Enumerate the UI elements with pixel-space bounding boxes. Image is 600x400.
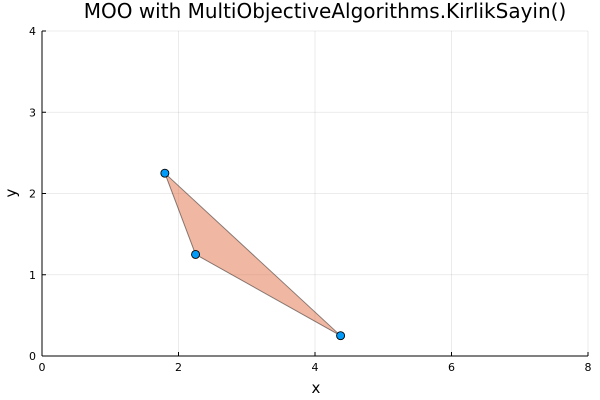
y-tick-label: 2 [29, 188, 36, 201]
x-tick-label: 0 [39, 361, 46, 374]
data-points [160, 168, 346, 341]
grid-lines [41, 30, 589, 357]
data-point [336, 331, 346, 341]
region-polygon [164, 172, 341, 337]
y-tick-label: 3 [29, 106, 36, 119]
feasible-region [164, 172, 341, 337]
x-tick-label: 6 [448, 361, 455, 374]
y-axis-label: y [2, 188, 20, 197]
y-tick-label: 1 [29, 269, 36, 282]
x-tick-label: 2 [175, 361, 182, 374]
y-tick-label: 0 [29, 350, 36, 363]
x-tick-label: 4 [312, 361, 319, 374]
tick-labels: 0 2 4 6 8 0 1 2 3 4 [29, 25, 592, 374]
data-point [160, 168, 170, 178]
chart-title: MOO with MultiObjectiveAlgorithms.Kirlik… [84, 0, 567, 23]
axes [41, 30, 589, 357]
x-tick-label: 8 [585, 361, 592, 374]
x-axis-label: x [312, 379, 321, 397]
y-tick-label: 4 [29, 25, 36, 38]
data-point [191, 249, 201, 259]
